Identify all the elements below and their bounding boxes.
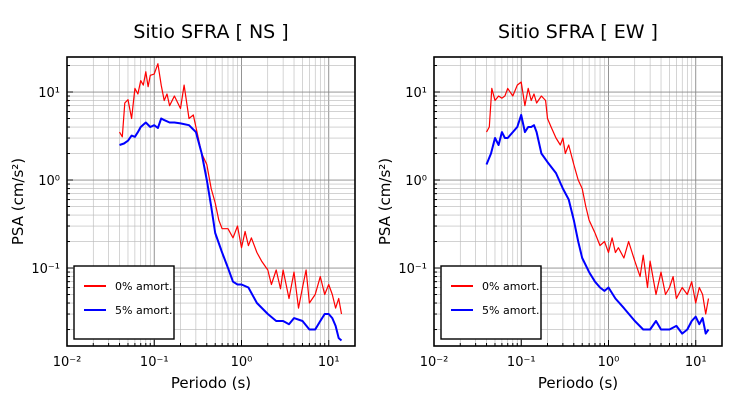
series-lines [485,81,710,335]
x-tick-label: 10⁻² [53,355,82,370]
legend-box [440,265,542,340]
chart-title: Sitio SFRA [ NS ] [133,21,288,43]
x-tick-label: 10⁰ [231,355,253,370]
y-axis-label: PSA (cm/s²) [9,158,27,245]
x-tick-label: 10⁻¹ [140,355,169,370]
axes: 10⁻² 10⁻¹ 10⁰ 10¹ 10⁻¹ 10⁰ 10¹ [31,56,356,370]
plot-frame [66,56,356,347]
legend-label-0: 0% amort. [482,280,539,293]
series-lines [118,63,343,342]
legend-label-0: 0% amort. [115,280,172,293]
y-tick-label: 10⁰ [405,174,427,189]
x-axis-label: Periodo (s) [538,374,618,392]
y-tick-label: 10¹ [38,86,60,101]
legend-box [73,265,175,340]
panel-ew: Sitio SFRA [ EW ] Periodo (s) PSA (cm/s²… [376,21,723,392]
y-axis-label: PSA (cm/s²) [376,158,394,245]
axes: 10⁻² 10⁻¹ 10⁰ 10¹ 10⁻¹ 10⁰ 10¹ [398,56,723,370]
grid [66,57,356,346]
series-line-0 [118,63,343,315]
y-tick-label: 10⁰ [38,174,60,189]
x-tick-label: 10¹ [685,355,707,370]
series-line-0 [485,81,710,315]
x-tick-label: 10¹ [318,355,340,370]
y-tick-label: 10⁻¹ [31,262,60,277]
plot-frame [433,56,723,347]
x-tick-label: 10⁻¹ [507,355,536,370]
y-tick-label: 10⁻¹ [398,262,427,277]
y-tick-label: 10¹ [405,86,427,101]
legend [440,265,542,340]
series-line-1 [119,117,343,342]
series-line-1 [485,113,710,335]
chart-title: Sitio SFRA [ EW ] [498,21,658,43]
legend [73,265,175,340]
x-tick-label: 10⁻² [420,355,449,370]
panel-ns: Sitio SFRA [ NS ] Periodo (s) PSA (cm/s²… [9,21,356,392]
x-tick-label: 10⁰ [598,355,620,370]
legend-label-1: 5% amort. [482,304,539,317]
legend-label-1: 5% amort. [115,304,172,317]
x-axis-label: Periodo (s) [171,374,251,392]
